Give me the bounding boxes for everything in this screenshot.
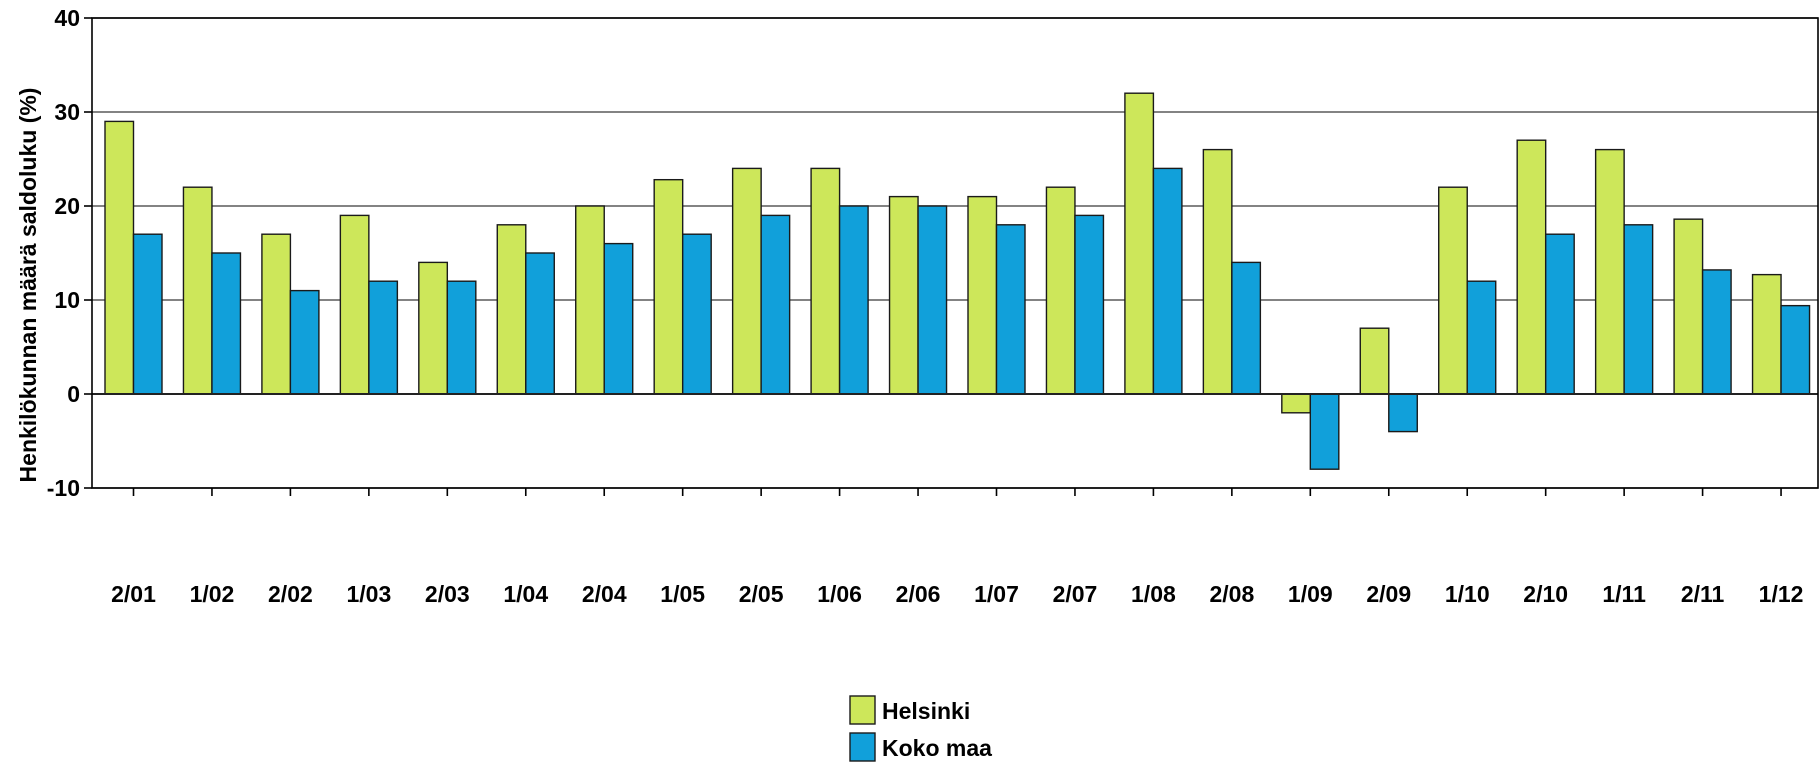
bar-koko-maa-16 [1388, 393, 1418, 433]
bar-koko-maa-10 [917, 205, 948, 395]
bar-koko-maa-1 [211, 252, 242, 395]
x-tick-label: 2/07 [1053, 581, 1098, 607]
bar-koko-maa-5 [525, 252, 555, 395]
x-tick-label: 2/06 [896, 581, 941, 607]
legend-swatch-0 [849, 695, 876, 725]
x-tick-label: 2/08 [1209, 581, 1254, 607]
y-tick-label: 20 [54, 193, 80, 219]
x-tick-label: 1/10 [1445, 581, 1490, 607]
x-tick-label: 1/04 [503, 581, 548, 607]
x-tick-labels: 2/01 1/02 2/02 1/03 2/03 1/04 2/04 1/05 2/05 1/06… [111, 581, 1803, 607]
x-tick-label: 2/04 [582, 581, 627, 607]
x-tick-label: 1/12 [1759, 581, 1804, 607]
bar-koko-maa-4 [446, 280, 477, 395]
bar-helsinki-13 [1124, 92, 1155, 395]
legend-label-0: Helsinki [882, 698, 970, 724]
x-tick-label: 2/03 [425, 581, 470, 607]
x-tick-label: 2/02 [268, 581, 313, 607]
x-tick-label: 2/09 [1366, 581, 1411, 607]
x-tick-label: 2/11 [1681, 581, 1725, 607]
x-tick-label: 1/08 [1131, 581, 1176, 607]
bar-koko-maa-18 [1544, 233, 1575, 395]
bar-helsinki-3 [339, 214, 370, 395]
x-tick-label: 1/09 [1288, 581, 1333, 607]
y-axis-title: Henkilökunnan määrä saldoluku (%) [15, 88, 41, 483]
bar-koko-maa-12 [1074, 214, 1105, 395]
axes [84, 17, 1819, 496]
x-tick-label: 1/02 [190, 581, 235, 607]
bar-koko-maa-14 [1231, 261, 1262, 395]
x-tick-label: 2/05 [739, 581, 784, 607]
bar-koko-maa-21 [1780, 304, 1811, 395]
x-tick-label: 2/01 [111, 581, 156, 607]
x-tick-label: 1/03 [346, 581, 391, 607]
bar-koko-maa-6 [603, 242, 634, 395]
bar-helsinki-20 [1673, 218, 1704, 395]
bar-helsinki-12 [1045, 186, 1076, 395]
bar-koko-maa-3 [368, 280, 399, 395]
bar-koko-maa-7 [681, 233, 712, 395]
y-tick-label: 40 [54, 5, 80, 31]
legend: Helsinki Koko maa [849, 695, 992, 762]
bar-helsinki-1 [182, 186, 213, 395]
x-tick-label: 1/06 [817, 581, 862, 607]
y-tick-label: 30 [54, 99, 80, 125]
bar-helsinki-10 [888, 195, 919, 395]
bar-koko-maa-9 [838, 205, 869, 395]
bar-helsinki-15 [1281, 393, 1312, 414]
bar-helsinki-8 [731, 167, 762, 395]
legend-label-1: Koko maa [882, 735, 992, 761]
bar-helsinki-16 [1359, 327, 1390, 395]
x-tick-label: 2/10 [1523, 581, 1568, 607]
bar-helsinki-17 [1438, 186, 1468, 395]
bars [92, 92, 1818, 470]
bar-koko-maa-0 [132, 233, 163, 395]
bar-koko-maa-15 [1309, 393, 1340, 470]
bar-koko-maa-17 [1466, 280, 1497, 395]
legend-swatch-1 [849, 732, 876, 762]
y-tick-label: -10 [47, 475, 80, 501]
y-tick-label: 0 [67, 381, 80, 407]
bar-helsinki-2 [261, 233, 292, 395]
bar-koko-maa-8 [760, 214, 791, 395]
bar-helsinki-11 [967, 195, 998, 395]
bar-helsinki-9 [810, 167, 841, 395]
bar-helsinki-14 [1202, 148, 1233, 395]
bar-helsinki-6 [575, 205, 605, 395]
y-tick-labels: -10 0 10 20 30 40 [47, 5, 80, 501]
bar-koko-maa-20 [1701, 269, 1732, 395]
bar-koko-maa-19 [1623, 224, 1654, 395]
bar-helsinki-4 [418, 261, 449, 395]
bar-helsinki-21 [1751, 273, 1782, 395]
x-tick-label: 1/07 [974, 581, 1019, 607]
bar-helsinki-0 [104, 120, 135, 395]
bar-koko-maa-13 [1152, 167, 1183, 395]
x-tick-label: 1/11 [1602, 581, 1646, 607]
bar-koko-maa-2 [289, 289, 320, 395]
bar-helsinki-18 [1516, 139, 1547, 395]
bar-helsinki-19 [1594, 148, 1625, 395]
bar-koko-maa-11 [995, 224, 1026, 395]
bar-helsinki-5 [496, 224, 527, 395]
x-tick-label: 1/05 [660, 581, 705, 607]
y-tick-label: 10 [54, 287, 80, 313]
plot-frame [91, 17, 1819, 489]
bar-helsinki-7 [653, 178, 684, 395]
